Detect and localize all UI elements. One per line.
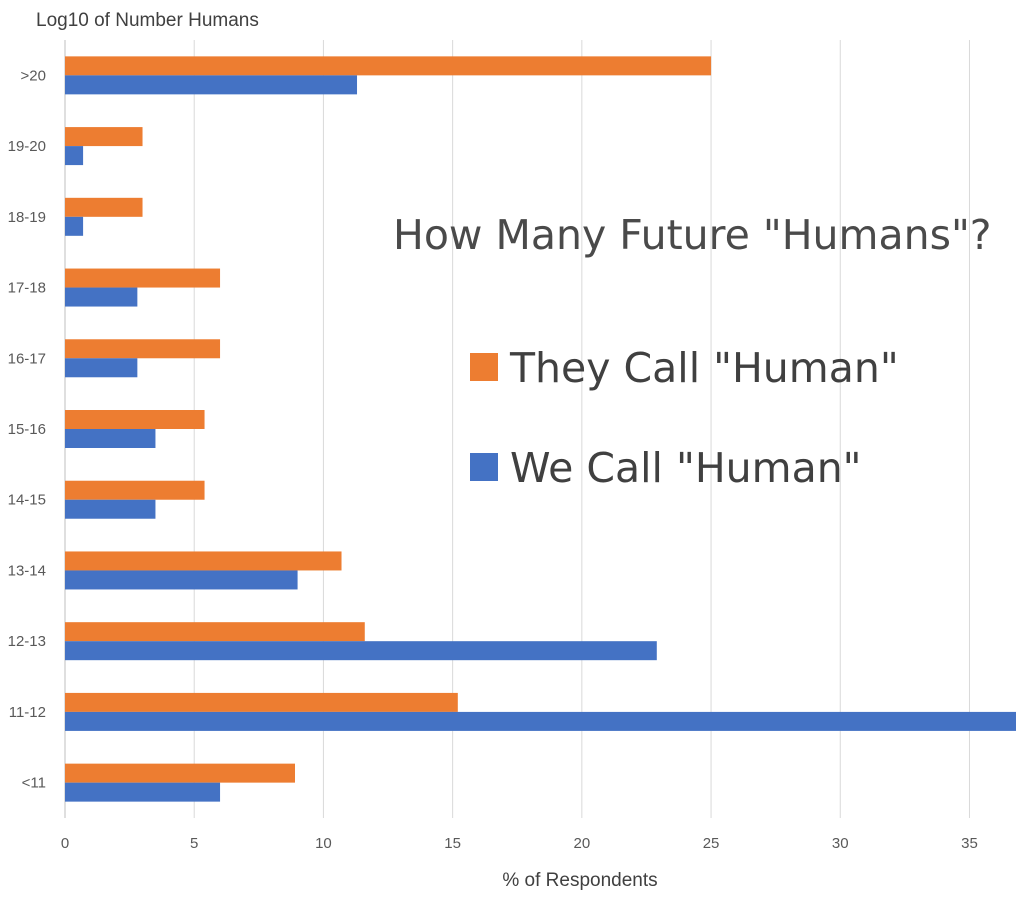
bar-we-call-human-19-20 bbox=[65, 146, 84, 166]
legend-swatch-we-call-human bbox=[470, 453, 498, 481]
bar-they-call-human-16-17 bbox=[65, 339, 221, 359]
y-tick-label-20: >20 bbox=[21, 67, 46, 84]
y-tick-label-14-15: 14-15 bbox=[8, 492, 46, 509]
bar-we-call-human-16-17 bbox=[65, 358, 138, 378]
y-tick-label-17-18: 17-18 bbox=[8, 280, 46, 297]
bar-we-call-human-14-15 bbox=[65, 499, 156, 519]
bar-we-call-human-11-12 bbox=[65, 711, 1016, 731]
y-tick-label-11-12: 11-12 bbox=[9, 704, 46, 721]
bar-we-call-human-20 bbox=[65, 75, 358, 95]
legend-label-we-call-human: We Call "Human" bbox=[510, 444, 862, 492]
legend: They Call "Human" We Call "Human" bbox=[470, 344, 899, 492]
x-tick-label-5: 5 bbox=[190, 835, 198, 852]
bar-we-call-human-11 bbox=[65, 782, 221, 802]
bar-they-call-human-20 bbox=[65, 56, 712, 76]
bar-we-call-human-18-19 bbox=[65, 216, 84, 236]
y-tick-label-19-20: 19-20 bbox=[8, 138, 46, 155]
y-tick-label-18-19: 18-19 bbox=[8, 209, 46, 226]
bar-they-call-human-18-19 bbox=[65, 197, 143, 217]
y-axis-title: Log10 of Number Humans bbox=[36, 10, 259, 31]
bar-they-call-human-12-13 bbox=[65, 622, 365, 642]
x-tick-label-25: 25 bbox=[703, 835, 720, 852]
x-tick-label-10: 10 bbox=[315, 835, 332, 852]
x-tick-labels: 0 5 10 15 20 25 30 35 bbox=[61, 835, 978, 852]
bar-they-call-human-13-14 bbox=[65, 551, 342, 571]
bar-they-call-human-15-16 bbox=[65, 410, 205, 429]
y-tick-label-12-13: 12-13 bbox=[8, 633, 46, 650]
bar-we-call-human-15-16 bbox=[65, 429, 156, 448]
y-tick-label-15-16: 15-16 bbox=[8, 421, 46, 438]
bar-they-call-human-11-12 bbox=[65, 692, 458, 712]
y-tick-label-13-14: 13-14 bbox=[8, 562, 46, 579]
bar-they-call-human-11 bbox=[65, 763, 295, 783]
x-tick-label-20: 20 bbox=[574, 835, 591, 852]
bar-they-call-human-17-18 bbox=[65, 268, 221, 288]
x-tick-label-30: 30 bbox=[832, 835, 849, 852]
x-tick-label-0: 0 bbox=[61, 835, 69, 852]
y-tick-labels: >20 19-20 18-19 17-18 16-17 15-16 14-15 13-14 12… bbox=[8, 67, 46, 791]
bars bbox=[65, 56, 1016, 802]
bar-they-call-human-19-20 bbox=[65, 127, 143, 147]
legend-swatch-they-call-human bbox=[470, 353, 498, 381]
chart-title: How Many Future "Humans"? bbox=[393, 211, 992, 259]
bar-we-call-human-12-13 bbox=[65, 641, 657, 661]
bar-they-call-human-14-15 bbox=[65, 480, 205, 500]
legend-label-they-call-human: They Call "Human" bbox=[509, 344, 899, 392]
x-axis-title: % of Respondents bbox=[502, 870, 657, 891]
y-tick-label-16-17: 16-17 bbox=[8, 350, 46, 367]
x-tick-label-15: 15 bbox=[444, 835, 461, 852]
x-tick-label-35: 35 bbox=[961, 835, 978, 852]
bar-we-call-human-13-14 bbox=[65, 570, 298, 590]
bar-we-call-human-17-18 bbox=[65, 287, 138, 307]
y-tick-label-11: <11 bbox=[22, 775, 46, 792]
